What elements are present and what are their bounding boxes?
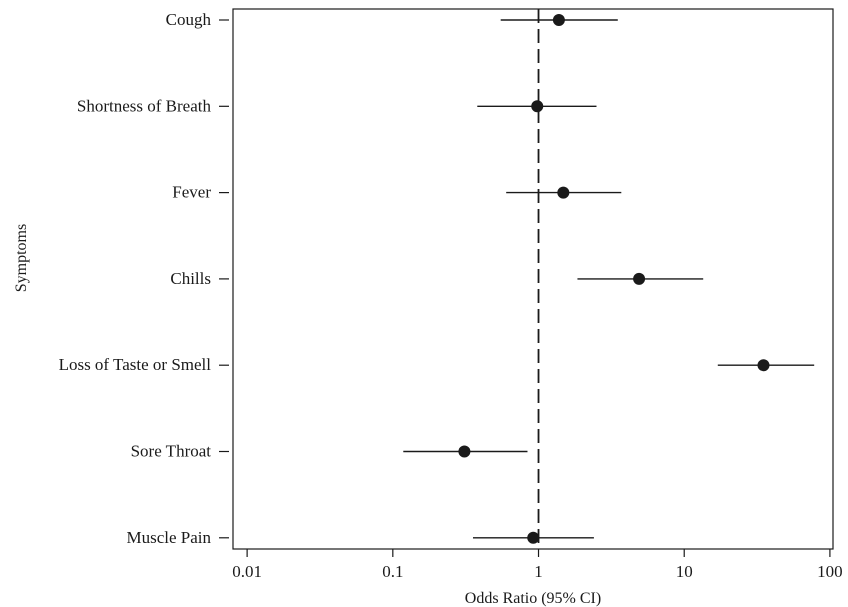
symptom-label: Cough (166, 10, 212, 29)
x-tick-label: 1 (534, 562, 543, 581)
x-axis-title: Odds Ratio (95% CI) (465, 590, 601, 607)
x-tick-label: 100 (817, 562, 843, 581)
plot-frame (232, 8, 834, 550)
symptom-label: Muscle Pain (126, 528, 211, 547)
odds-ratio-point (531, 100, 544, 113)
y-axis-title: Symptoms (13, 224, 30, 292)
odds-ratio-point (633, 272, 646, 285)
odds-ratio-point (557, 186, 570, 199)
symptom-label: Fever (172, 183, 211, 202)
symptom-label: Loss of Taste or Smell (59, 355, 212, 374)
symptom-label: Sore Throat (131, 442, 212, 461)
x-tick-label: 0.1 (382, 562, 403, 581)
odds-ratio-point (527, 531, 540, 544)
symptom-label: Chills (170, 269, 211, 288)
odds-ratio-point (757, 359, 770, 372)
x-tick-label: 0.01 (232, 562, 262, 581)
odds-ratio-point (552, 14, 565, 26)
odds-ratio-point (458, 445, 471, 458)
symptom-label: Shortness of Breath (77, 96, 212, 115)
x-tick-label: 10 (676, 562, 693, 581)
